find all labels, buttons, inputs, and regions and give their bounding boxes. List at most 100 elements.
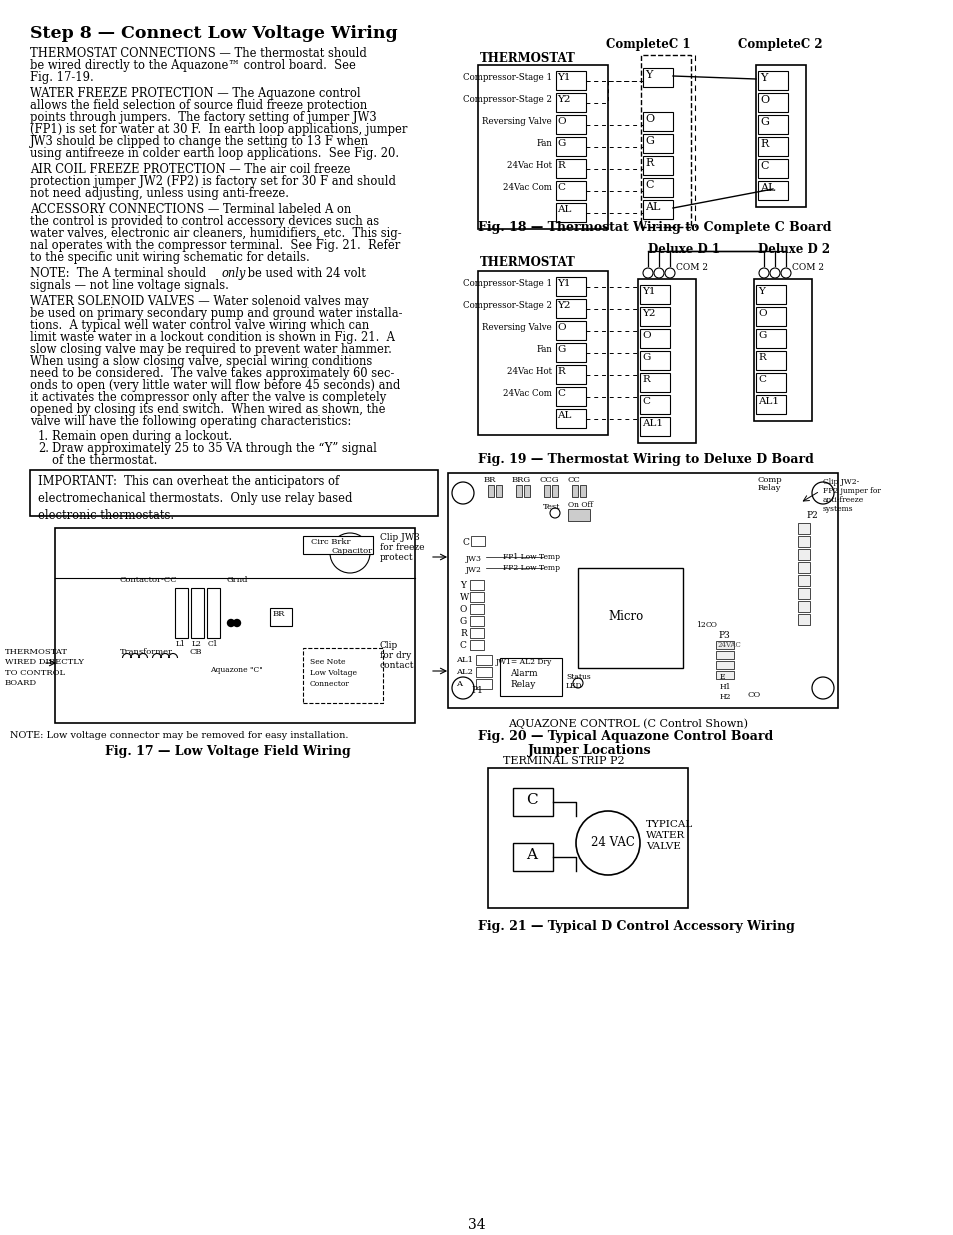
Text: P3: P3: [718, 631, 729, 640]
Bar: [471, 536, 484, 546]
Bar: [470, 629, 483, 638]
Text: valve will have the following operating characteristics:: valve will have the following operating …: [30, 415, 351, 429]
Bar: [552, 485, 558, 496]
Text: THERMOSTAT CONNECTIONS — The thermostat should: THERMOSTAT CONNECTIONS — The thermostat …: [30, 47, 367, 61]
Bar: [572, 485, 578, 496]
Text: 24Vac Hot: 24Vac Hot: [506, 367, 552, 375]
Bar: [556, 409, 585, 429]
Text: AL: AL: [644, 203, 659, 212]
Text: for freeze: for freeze: [379, 543, 424, 552]
Bar: [556, 159, 585, 178]
Text: C: C: [760, 161, 768, 170]
Bar: [191, 588, 204, 638]
Text: the control is provided to control accessory devices such as: the control is provided to control acces…: [30, 215, 378, 228]
Text: THERMOSTAT: THERMOSTAT: [479, 256, 576, 269]
Text: nal operates with the compressor terminal.  See Fig. 21.  Refer: nal operates with the compressor termina…: [30, 240, 400, 252]
Text: Fig. 18 — Thermostat Wiring to Complete C Board: Fig. 18 — Thermostat Wiring to Complete …: [477, 221, 831, 233]
Text: 24Vac Com: 24Vac Com: [502, 183, 552, 191]
Bar: [716, 651, 733, 659]
Text: CC: CC: [567, 475, 580, 484]
Bar: [207, 588, 220, 638]
Bar: [556, 366, 585, 384]
Text: O: O: [644, 114, 654, 124]
Text: BR: BR: [273, 610, 285, 618]
Text: Y2: Y2: [557, 301, 570, 310]
Text: CO: CO: [747, 692, 760, 699]
Bar: [755, 308, 785, 326]
Circle shape: [664, 268, 675, 278]
Text: for dry: for dry: [379, 651, 411, 659]
Bar: [758, 115, 787, 135]
Text: H2: H2: [720, 693, 731, 701]
Text: 24Vac Hot: 24Vac Hot: [506, 161, 552, 170]
Bar: [477, 65, 607, 228]
Bar: [758, 137, 787, 156]
Text: Y: Y: [459, 580, 465, 590]
Text: JW2: JW2: [465, 566, 481, 574]
Bar: [470, 640, 483, 650]
Text: C: C: [525, 793, 537, 806]
Text: Step 8 — Connect Low Voltage Wiring: Step 8 — Connect Low Voltage Wiring: [30, 25, 397, 42]
Text: H1: H1: [720, 683, 731, 692]
Text: Clip JW3: Clip JW3: [379, 534, 419, 542]
Text: LED: LED: [565, 682, 582, 690]
Text: systems: systems: [822, 505, 853, 513]
Text: CB: CB: [190, 648, 202, 656]
Bar: [716, 661, 733, 669]
Bar: [448, 473, 837, 708]
Text: E: E: [720, 673, 724, 680]
Text: Y: Y: [644, 70, 652, 80]
Text: not need adjusting, unless using anti-freeze.: not need adjusting, unless using anti-fr…: [30, 186, 289, 200]
Text: Clip JW2-: Clip JW2-: [822, 478, 859, 487]
Text: water valves, electronic air cleaners, humidifiers, etc.  This sig-: water valves, electronic air cleaners, h…: [30, 227, 401, 240]
Text: slow closing valve may be required to prevent water hammer.: slow closing valve may be required to pr…: [30, 343, 392, 356]
Text: G: G: [557, 140, 565, 148]
Text: O: O: [557, 117, 565, 126]
Circle shape: [452, 482, 474, 504]
Bar: [639, 351, 669, 370]
Text: L1: L1: [175, 640, 186, 648]
Text: only: only: [222, 267, 246, 280]
Text: BR: BR: [483, 475, 496, 484]
Text: Fig. 17 — Low Voltage Field Wiring: Fig. 17 — Low Voltage Field Wiring: [105, 745, 351, 758]
Bar: [556, 299, 585, 317]
Text: Fig. 19 — Thermostat Wiring to Deluxe D Board: Fig. 19 — Thermostat Wiring to Deluxe D …: [477, 453, 813, 466]
Text: O: O: [557, 324, 565, 332]
Text: Clip: Clip: [379, 641, 397, 650]
Bar: [543, 485, 550, 496]
Text: Aquazone "C": Aquazone "C": [210, 666, 262, 674]
Text: opened by closing its end switch.  When wired as shown, the: opened by closing its end switch. When w…: [30, 403, 385, 416]
Text: JW3: JW3: [465, 555, 481, 563]
Bar: [753, 279, 811, 421]
Text: Y1: Y1: [557, 73, 570, 82]
Text: Compressor-Stage 1: Compressor-Stage 1: [462, 279, 552, 288]
Bar: [755, 329, 785, 348]
Bar: [797, 562, 809, 573]
Bar: [642, 156, 672, 175]
Text: Reversing Valve: Reversing Valve: [482, 324, 552, 332]
Text: signals — not line voltage signals.: signals — not line voltage signals.: [30, 279, 229, 291]
Text: (FP1) is set for water at 30 F.  In earth loop applications, jumper: (FP1) is set for water at 30 F. In earth…: [30, 124, 407, 136]
Text: using antifreeze in colder earth loop applications.  See Fig. 20.: using antifreeze in colder earth loop ap…: [30, 147, 398, 161]
Circle shape: [654, 268, 663, 278]
Text: tions.  A typical well water control valve wiring which can: tions. A typical well water control valv…: [30, 319, 369, 332]
Bar: [303, 648, 382, 703]
Text: 1.: 1.: [38, 430, 49, 443]
Text: 2.: 2.: [38, 442, 49, 454]
Text: TYPICAL: TYPICAL: [645, 820, 693, 829]
Bar: [639, 329, 669, 348]
Bar: [174, 588, 188, 638]
Text: Fig. 17-19.: Fig. 17-19.: [30, 70, 93, 84]
Text: limit waste water in a lockout condition is shown in Fig. 21.  A: limit waste water in a lockout condition…: [30, 331, 395, 345]
Text: Jumper Locations: Jumper Locations: [527, 743, 651, 757]
Bar: [556, 182, 585, 200]
Text: FP2 jumper for: FP2 jumper for: [822, 487, 880, 495]
Text: Micro: Micro: [607, 610, 642, 622]
Text: Alarm: Alarm: [510, 669, 537, 678]
Text: O: O: [459, 605, 467, 614]
Text: BRG: BRG: [512, 475, 531, 484]
Bar: [476, 679, 492, 689]
Text: Relay: Relay: [510, 680, 535, 689]
Text: AQUAZONE CONTROL (C Control Shown): AQUAZONE CONTROL (C Control Shown): [507, 718, 747, 729]
Text: WATER FREEZE PROTECTION — The Aquazone control: WATER FREEZE PROTECTION — The Aquazone c…: [30, 86, 360, 100]
